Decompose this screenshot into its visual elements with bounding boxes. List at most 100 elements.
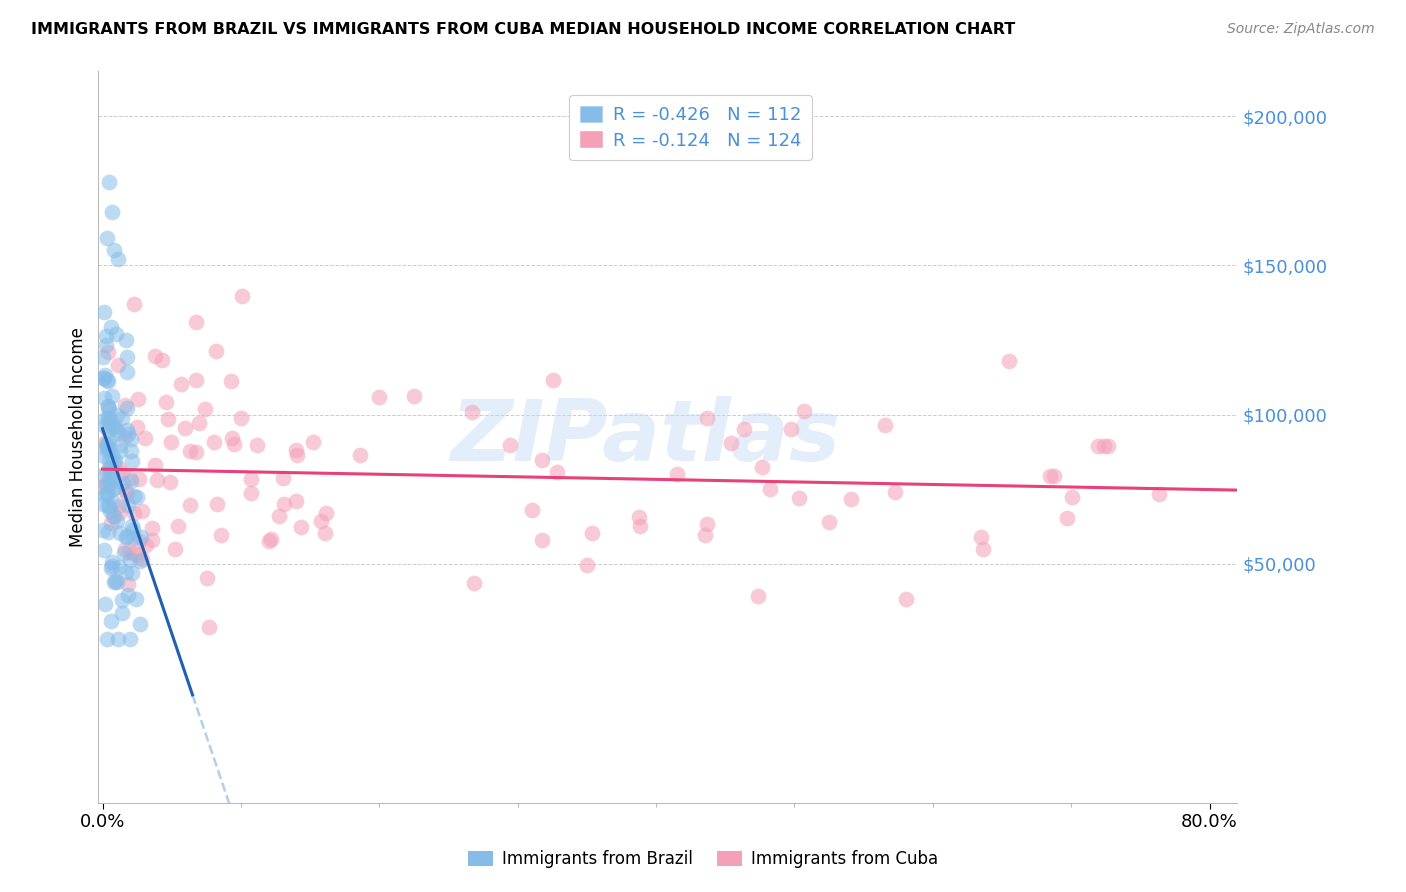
Point <box>1038 469 1060 483</box>
Point <box>105 574 128 589</box>
Point <box>91 497 114 511</box>
Point <box>1092 439 1115 453</box>
Point <box>184 314 207 328</box>
Point <box>1056 511 1078 525</box>
Legend: Immigrants from Brazil, Immigrants from Cuba: Immigrants from Brazil, Immigrants from … <box>461 844 945 875</box>
Point <box>998 354 1021 368</box>
Point <box>163 542 186 557</box>
Point <box>114 398 136 412</box>
Y-axis label: Median Household Income: Median Household Income <box>69 327 87 547</box>
Point <box>179 498 201 512</box>
Point <box>970 530 993 544</box>
Point <box>105 423 128 437</box>
Point <box>309 514 332 528</box>
Point <box>972 541 994 556</box>
Point <box>127 548 149 562</box>
Point <box>122 489 145 503</box>
Point <box>105 426 128 441</box>
Point <box>93 392 115 406</box>
Point <box>733 422 755 436</box>
Point <box>128 616 150 631</box>
Point <box>541 373 564 387</box>
Text: IMMIGRANTS FROM BRAZIL VS IMMIGRANTS FROM CUBA MEDIAN HOUSEHOLD INCOME CORRELATI: IMMIGRANTS FROM BRAZIL VS IMMIGRANTS FRO… <box>31 22 1015 37</box>
Point <box>108 559 131 574</box>
Point <box>314 525 336 540</box>
Point <box>94 477 117 491</box>
Point <box>184 445 207 459</box>
Point <box>135 538 157 552</box>
Point <box>284 493 307 508</box>
Point <box>97 411 120 425</box>
Point <box>129 554 152 568</box>
Point <box>817 516 839 530</box>
Point <box>780 422 803 436</box>
Point <box>628 510 651 524</box>
Point <box>115 566 138 580</box>
Point <box>121 566 143 580</box>
Point <box>117 401 139 415</box>
Point <box>97 442 120 457</box>
Point <box>188 416 211 430</box>
Point <box>100 504 122 518</box>
Point <box>93 543 115 558</box>
Point <box>128 533 150 548</box>
Point <box>98 500 121 514</box>
Point <box>120 471 142 485</box>
Point <box>159 475 181 489</box>
Point <box>793 404 815 418</box>
Point <box>367 390 389 404</box>
Point <box>520 503 543 517</box>
Point <box>101 389 124 403</box>
Point <box>100 614 122 628</box>
Point <box>150 352 173 367</box>
Point <box>101 420 124 434</box>
Point <box>93 305 115 319</box>
Point <box>530 533 553 548</box>
Point <box>273 497 295 511</box>
Point <box>114 430 136 444</box>
Point <box>174 421 197 435</box>
Point <box>202 434 225 449</box>
Point <box>93 436 115 450</box>
Point <box>115 350 138 364</box>
Point <box>1087 439 1109 453</box>
Point <box>110 438 132 452</box>
Point <box>114 483 136 498</box>
Point <box>696 517 718 532</box>
Point <box>97 374 120 388</box>
Point <box>112 546 135 560</box>
Point <box>115 529 138 543</box>
Point <box>97 461 120 475</box>
Point <box>115 531 138 545</box>
Point <box>198 620 221 634</box>
Point <box>94 411 117 425</box>
Point <box>100 476 122 491</box>
Point <box>118 632 141 646</box>
Point <box>103 574 125 589</box>
Point <box>546 465 568 479</box>
Point <box>696 411 718 425</box>
Point <box>120 444 142 458</box>
Text: ZIPatlas: ZIPatlas <box>450 395 841 479</box>
Point <box>107 514 129 528</box>
Point <box>285 448 308 462</box>
Point <box>96 442 118 457</box>
Point <box>100 516 122 530</box>
Point <box>98 403 121 417</box>
Point <box>166 518 188 533</box>
Point <box>759 482 782 496</box>
Point <box>205 344 228 359</box>
Point <box>121 524 143 538</box>
Point <box>100 558 122 573</box>
Point <box>131 551 153 566</box>
Point <box>117 577 139 591</box>
Point <box>107 252 129 267</box>
Point <box>221 431 243 445</box>
Point <box>117 588 139 602</box>
Point <box>96 632 118 646</box>
Point <box>127 392 149 406</box>
Point <box>257 534 280 549</box>
Point <box>841 491 863 506</box>
Point <box>231 289 253 303</box>
Point <box>628 519 651 533</box>
